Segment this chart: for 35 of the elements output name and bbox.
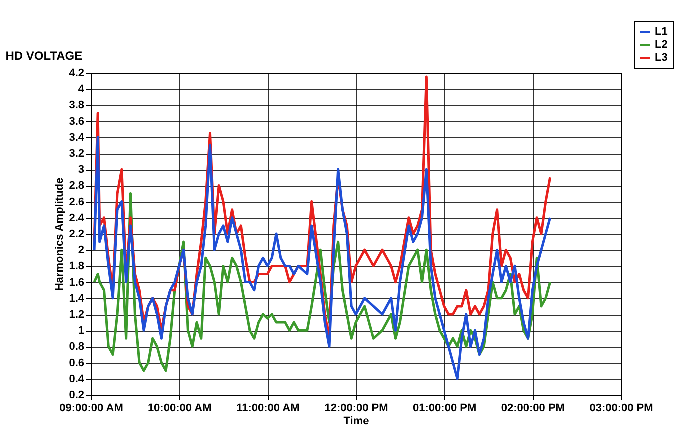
- legend-label: L3: [655, 52, 668, 64]
- x-tick-label: 12:00:00 PM: [324, 402, 388, 414]
- y-tick-label: 1.6: [69, 276, 84, 289]
- y-tick-label: 3.4: [69, 132, 86, 144]
- y-tick-label: 1: [78, 325, 84, 338]
- y-tick-label: 1.2: [69, 309, 84, 321]
- y-tick-label: 2.2: [69, 228, 84, 240]
- y-tick-label: 3.8: [69, 100, 84, 112]
- y-tick-label: 1.4: [69, 292, 86, 305]
- y-tick-label: 2.8: [69, 180, 84, 192]
- y-tick-label: 0.2: [69, 390, 84, 402]
- y-tick-label: 3.2: [69, 148, 84, 160]
- y-tick-label: 2.6: [69, 196, 84, 208]
- legend-label: L1: [655, 26, 668, 38]
- y-tick-label: 1.8: [69, 260, 84, 273]
- y-tick-label: 0.4: [69, 373, 86, 386]
- y-tick-label: 3.6: [69, 116, 84, 128]
- y-tick-label: 4: [78, 84, 86, 96]
- y-tick-label: 2.4: [69, 212, 86, 224]
- x-tick-label: 01:00:00 PM: [413, 402, 477, 414]
- y-tick-label: 0.8: [69, 341, 84, 354]
- x-axis-title: Time: [344, 416, 370, 428]
- x-tick-label: 10:00:00 AM: [148, 402, 212, 414]
- x-tick-label: 02:00:00 PM: [501, 402, 565, 414]
- legend-label: L2: [655, 39, 668, 51]
- x-tick-label: 09:00:00 AM: [60, 402, 124, 414]
- y-axis-title: Harmonics Amplitude: [54, 178, 66, 292]
- y-tick-label: 3: [78, 164, 84, 176]
- x-tick-label: 11:00:00 AM: [236, 402, 300, 414]
- y-tick-label: 4.2: [69, 68, 84, 80]
- line-series: [93, 136, 552, 380]
- chart-title: HD VOLTAGE: [6, 49, 83, 63]
- y-tick-label: 2: [78, 244, 84, 257]
- x-tick-label: 03:00:00 PM: [590, 402, 654, 414]
- y-tick-label: 0.6: [69, 357, 84, 370]
